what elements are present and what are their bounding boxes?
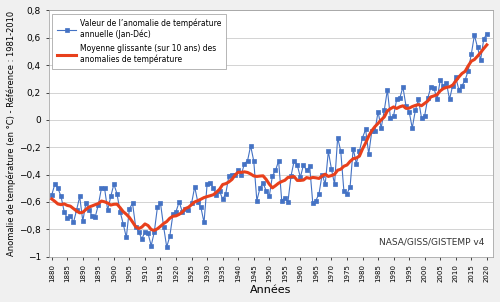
Valeur de l’anomalie de température
annuelle (Jan-Déc): [48, 193, 54, 197]
Valeur de l’anomalie de température
annuelle (Jan-Déc): [74, 208, 80, 212]
Moyenne glissante (sur 10 ans) des
anomalies de température: [195, 199, 201, 203]
Moyenne glissante (sur 10 ans) des
anomalies de température: [74, 209, 80, 213]
Legend: Valeur de l’anomalie de température
annuelle (Jan-Déc), Moyenne glissante (sur 1: Valeur de l’anomalie de température annu…: [52, 14, 226, 69]
Valeur de l’anomalie de température
annuelle (Jan-Déc): [195, 200, 201, 204]
Moyenne glissante (sur 10 ans) des
anomalies de température: [52, 200, 58, 203]
Line: Moyenne glissante (sur 10 ans) des
anomalies de température: Moyenne glissante (sur 10 ans) des anoma…: [52, 45, 487, 230]
Moyenne glissante (sur 10 ans) des
anomalies de température: [152, 229, 158, 232]
Text: NASA/GISS/GISTEMP v4: NASA/GISS/GISTEMP v4: [379, 238, 484, 247]
X-axis label: Années: Années: [250, 285, 292, 295]
Moyenne glissante (sur 10 ans) des
anomalies de température: [484, 43, 490, 47]
Valeur de l’anomalie de température
annuelle (Jan-Déc): [52, 182, 58, 186]
Y-axis label: Anomalie de température (en °C) - Référence : 1981-2010: Anomalie de température (en °C) - Référe…: [7, 11, 16, 256]
Moyenne glissante (sur 10 ans) des
anomalies de température: [422, 101, 428, 105]
Valeur de l’anomalie de température
annuelle (Jan-Déc): [422, 114, 428, 117]
Line: Valeur de l’anomalie de température
annuelle (Jan-Déc): Valeur de l’anomalie de température annu…: [50, 32, 488, 249]
Valeur de l’anomalie de température
annuelle (Jan-Déc): [431, 87, 437, 90]
Moyenne glissante (sur 10 ans) des
anomalies de température: [431, 94, 437, 98]
Valeur de l’anomalie de température
annuelle (Jan-Déc): [164, 245, 170, 249]
Valeur de l’anomalie de température
annuelle (Jan-Déc): [465, 69, 471, 72]
Moyenne glissante (sur 10 ans) des
anomalies de température: [465, 64, 471, 68]
Valeur de l’anomalie de température
annuelle (Jan-Déc): [484, 32, 490, 36]
Moyenne glissante (sur 10 ans) des
anomalies de température: [48, 197, 54, 201]
